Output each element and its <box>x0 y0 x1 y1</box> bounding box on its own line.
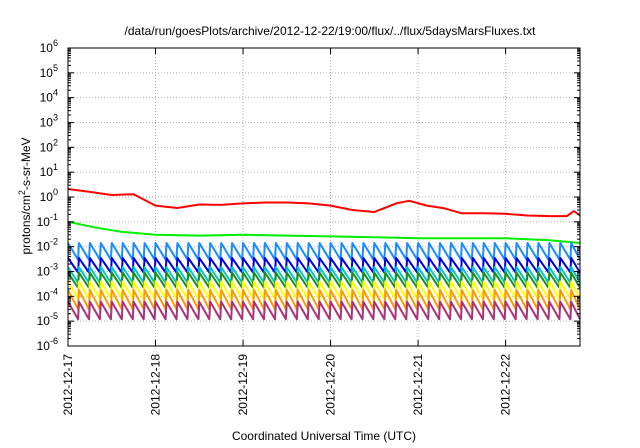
y-tick-label: 102 <box>40 137 58 154</box>
x-tick-label: 2012-12-17 <box>61 354 75 416</box>
y-tick-label: 10-6 <box>37 336 58 353</box>
y-tick-label: 106 <box>40 38 58 55</box>
y-axis-title: protons/cm2-s-sr-MeV <box>17 137 33 254</box>
x-axis: 2012-12-17 2012-12-18 2012-12-19 2012-12-20… <box>61 48 513 415</box>
y-tick-label: 10-2 <box>37 237 58 254</box>
series-line <box>67 188 581 218</box>
y-tick-label: 100 <box>40 187 58 204</box>
series-line <box>67 242 581 261</box>
x-tick-label: 2012-12-20 <box>324 354 338 416</box>
x-tick-label: 2012-12-19 <box>236 354 250 416</box>
series-line <box>67 257 581 274</box>
series-line <box>67 271 581 289</box>
series-line <box>67 220 581 244</box>
y-tick-label: 103 <box>40 113 58 130</box>
y-tick-label: 10-4 <box>37 286 58 303</box>
x-axis-title: Coordinated Universal Time (UTC) <box>232 429 416 443</box>
x-tick-label: 2012-12-18 <box>149 354 163 416</box>
series-line <box>67 300 581 321</box>
series-group <box>67 188 581 321</box>
y-tick-label: 104 <box>40 88 58 105</box>
y-axis: 106 105 104 103 102 101 100 10-1 10-2 10-3 10-4 10-… <box>37 38 580 353</box>
x-tick-label: 2012-12-22 <box>499 354 513 416</box>
x-tick-label: 2012-12-21 <box>411 354 425 416</box>
series-line <box>67 289 581 311</box>
y-tick-label: 101 <box>40 162 58 179</box>
chart-title: /data/run/goesPlots/archive/2012-12-22/1… <box>125 24 537 38</box>
y-tick-label: 105 <box>40 63 58 80</box>
y-tick-label: 10-1 <box>37 212 58 229</box>
y-tick-label: 10-5 <box>37 311 58 328</box>
y-tick-label: 10-3 <box>37 262 58 279</box>
